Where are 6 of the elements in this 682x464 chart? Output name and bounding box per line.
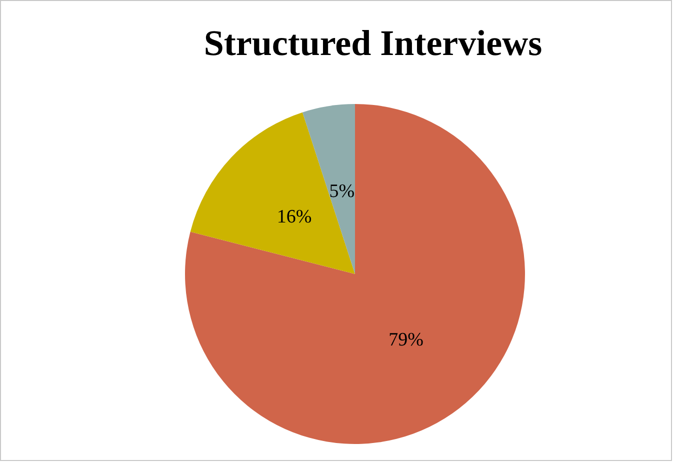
chart-title: Structured Interviews — [202, 22, 544, 64]
pie-slice — [190, 112, 355, 274]
data-label: 16% — [276, 206, 312, 228]
pie-slice — [185, 104, 525, 444]
data-label: 79% — [388, 329, 424, 350]
data-label: 5% — [329, 181, 355, 202]
